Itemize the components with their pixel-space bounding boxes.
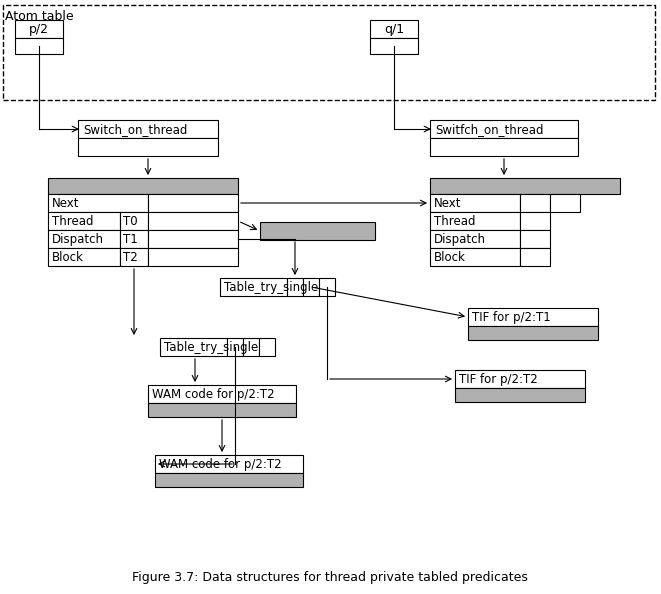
Text: T0: T0	[123, 215, 137, 228]
Bar	[48, 212, 120, 230]
Bar	[430, 120, 578, 138]
Bar	[260, 222, 375, 240]
Bar	[303, 278, 319, 296]
Bar	[155, 473, 303, 487]
Bar	[455, 370, 585, 388]
Text: Switfch_on_thread: Switfch_on_thread	[435, 123, 543, 136]
Text: Thread: Thread	[52, 215, 93, 228]
Bar	[78, 120, 218, 138]
Text: Table_try_single: Table_try_single	[164, 341, 258, 354]
Text: Block: Block	[52, 251, 84, 264]
Text: Next: Next	[52, 197, 79, 210]
Text: Dispatch: Dispatch	[434, 233, 486, 246]
Bar	[155, 455, 303, 473]
Bar	[520, 248, 550, 266]
Bar	[430, 212, 520, 230]
Bar	[370, 20, 418, 38]
Bar	[148, 403, 296, 417]
Bar	[430, 194, 520, 212]
Bar	[148, 194, 238, 212]
Bar	[48, 248, 120, 266]
Text: Table_try_single: Table_try_single	[224, 281, 318, 294]
Bar	[148, 212, 238, 230]
Bar	[520, 194, 550, 212]
Bar	[48, 178, 238, 194]
Bar	[468, 326, 598, 340]
Bar	[48, 230, 120, 248]
Text: Dispatch: Dispatch	[52, 233, 104, 246]
Bar	[430, 178, 620, 194]
Bar	[3, 5, 655, 100]
Bar	[48, 194, 148, 212]
Bar	[15, 38, 63, 54]
Text: WAM code for p/2:T2: WAM code for p/2:T2	[152, 388, 274, 401]
Text: Figure 3.7: Data structures for thread private tabled predicates: Figure 3.7: Data structures for thread p…	[132, 571, 528, 584]
Bar	[148, 385, 296, 403]
Text: Atom table: Atom table	[5, 10, 73, 23]
Bar	[430, 230, 520, 248]
Bar	[550, 194, 580, 212]
Bar	[120, 248, 148, 266]
Bar	[287, 278, 303, 296]
Bar	[430, 248, 520, 266]
Bar	[15, 20, 63, 38]
Text: Next: Next	[434, 197, 461, 210]
Text: q/1: q/1	[384, 23, 404, 36]
Bar	[120, 230, 148, 248]
Bar	[259, 338, 275, 356]
Bar	[370, 38, 418, 54]
Text: TIF for p/2:T1: TIF for p/2:T1	[472, 311, 551, 324]
Bar	[160, 338, 227, 356]
Bar	[430, 138, 578, 156]
Text: Block: Block	[434, 251, 466, 264]
Text: Thread: Thread	[434, 215, 475, 228]
Bar	[520, 212, 550, 230]
Bar	[148, 248, 238, 266]
Text: WAM code for p/2:T2: WAM code for p/2:T2	[159, 458, 282, 471]
Text: T1: T1	[123, 233, 137, 246]
Bar	[319, 278, 335, 296]
Bar	[148, 230, 238, 248]
Bar	[120, 212, 148, 230]
Bar	[455, 388, 585, 402]
Bar	[78, 138, 218, 156]
Text: TIF for p/2:T2: TIF for p/2:T2	[459, 373, 538, 386]
Bar	[520, 230, 550, 248]
Bar	[227, 338, 243, 356]
Bar	[220, 278, 287, 296]
Text: T2: T2	[123, 251, 137, 264]
Bar	[468, 308, 598, 326]
Text: Switch_on_thread: Switch_on_thread	[83, 123, 187, 136]
Text: p/2: p/2	[29, 23, 49, 36]
Bar	[243, 338, 259, 356]
